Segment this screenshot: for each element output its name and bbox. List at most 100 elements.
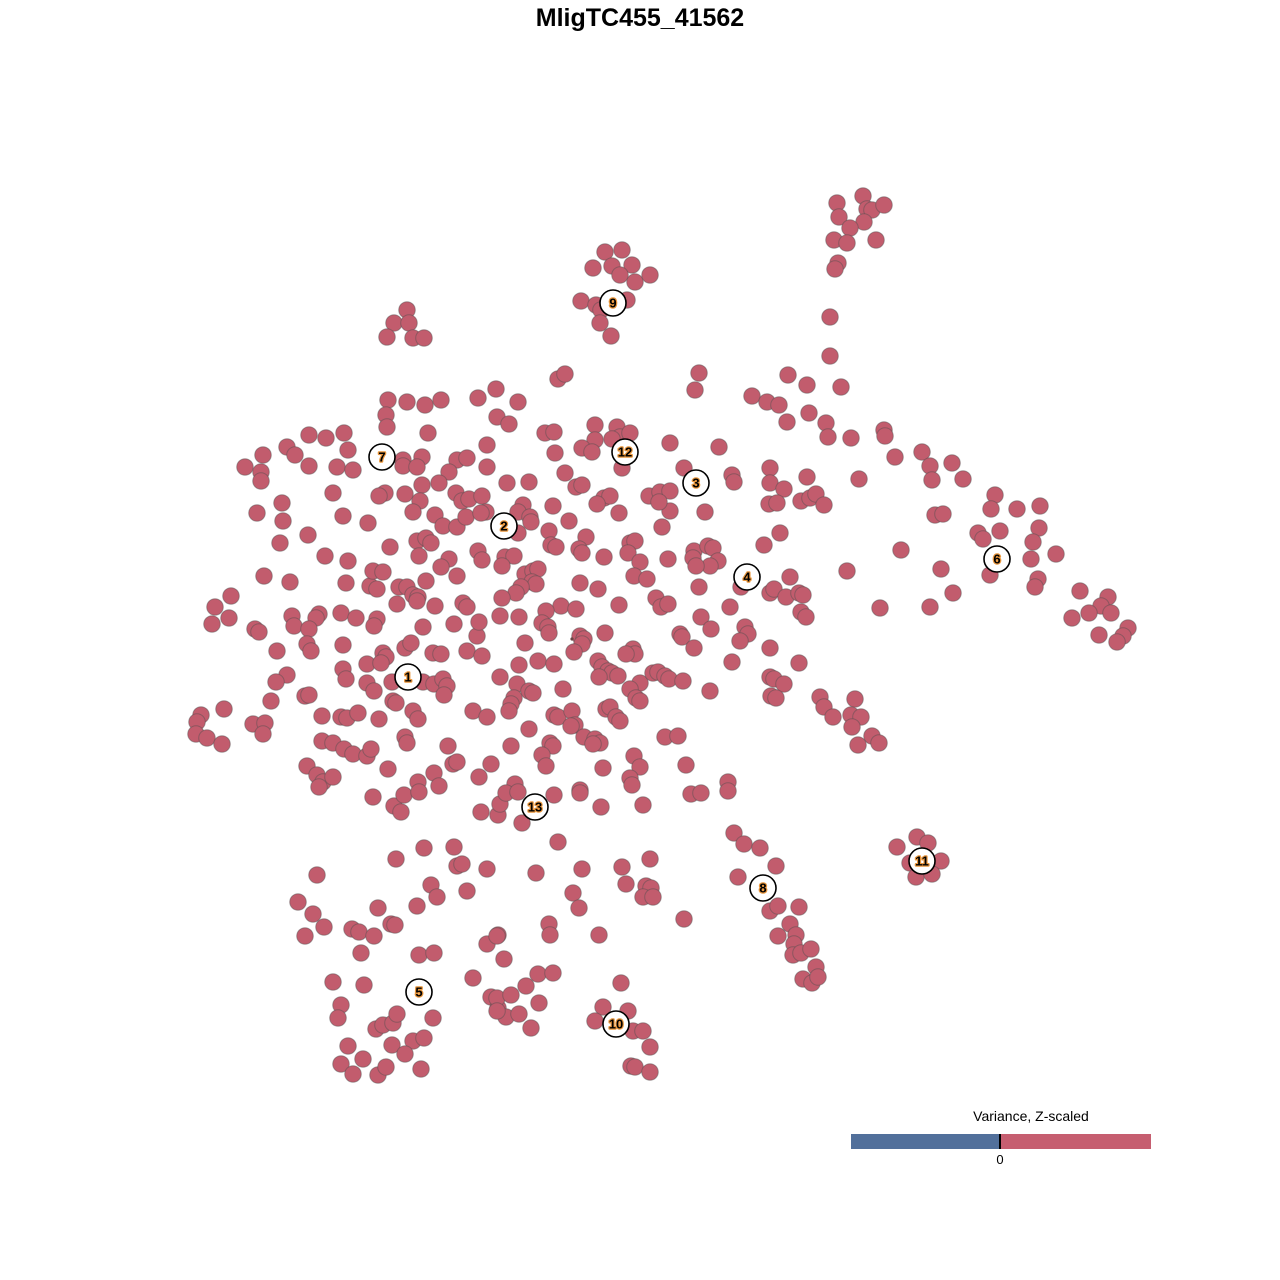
data-point	[339, 1037, 357, 1055]
data-point	[524, 684, 542, 702]
data-point	[554, 680, 572, 698]
data-point	[500, 415, 518, 433]
data-point	[502, 986, 520, 1004]
data-point	[586, 1012, 604, 1030]
data-point	[510, 608, 528, 626]
data-point	[387, 694, 405, 712]
data-point	[415, 329, 433, 347]
cluster-label-11: 11	[908, 847, 936, 875]
data-point	[589, 580, 607, 598]
data-point	[220, 609, 238, 627]
data-point	[432, 391, 450, 409]
data-point	[954, 470, 972, 488]
data-point	[617, 645, 635, 663]
data-point	[387, 850, 405, 868]
data-point	[271, 534, 289, 552]
cluster-label-text: 11	[915, 854, 929, 869]
data-point	[365, 927, 383, 945]
data-point	[798, 376, 816, 394]
data-point	[886, 448, 904, 466]
cluster-label-5: 5	[405, 978, 433, 1006]
data-point	[370, 487, 388, 505]
data-point	[252, 472, 270, 490]
data-point	[685, 639, 703, 657]
data-point	[849, 736, 867, 754]
data-point	[631, 758, 649, 776]
data-point	[347, 609, 365, 627]
cluster-label-circle	[521, 793, 549, 821]
data-point	[641, 1063, 659, 1081]
data-point	[317, 429, 335, 447]
data-point	[408, 458, 426, 476]
tiny-data-point	[570, 637, 574, 641]
data-point	[432, 645, 450, 663]
cluster-label-text: 10	[609, 1017, 623, 1032]
plot-title: MligTC455_41562	[535, 4, 745, 32]
data-point	[414, 618, 432, 636]
data-point	[571, 784, 589, 802]
data-point	[402, 634, 420, 652]
data-point	[540, 624, 558, 642]
data-point	[426, 597, 444, 615]
cluster-label-1: 1	[394, 663, 422, 691]
cluster-label-circle	[611, 438, 639, 466]
data-point	[1102, 604, 1120, 622]
data-point	[556, 365, 574, 383]
data-point	[721, 598, 739, 616]
data-point	[273, 494, 291, 512]
data-point	[334, 636, 352, 654]
data-point	[296, 927, 314, 945]
data-point	[892, 541, 910, 559]
data-point	[445, 838, 463, 856]
data-point	[650, 493, 668, 511]
data-point	[731, 632, 749, 650]
data-point	[815, 496, 833, 514]
data-point	[378, 418, 396, 436]
data-point	[641, 1038, 659, 1056]
data-point	[386, 916, 404, 934]
data-point	[472, 803, 490, 821]
data-point	[641, 266, 659, 284]
data-point	[339, 441, 357, 459]
data-point	[517, 977, 535, 995]
data-point	[634, 796, 652, 814]
data-point	[843, 718, 861, 736]
data-point	[469, 389, 487, 407]
cluster-label-text: 4	[743, 570, 751, 585]
data-point	[453, 855, 471, 873]
data-point	[617, 875, 635, 893]
data-point	[761, 639, 779, 657]
colorbar-positive-segment	[1000, 1134, 1151, 1149]
data-point	[610, 596, 628, 614]
data-point	[395, 786, 413, 804]
data-point	[537, 757, 555, 775]
legend-title: Variance, Z-scaled	[973, 1108, 1089, 1124]
data-point	[337, 574, 355, 592]
data-point	[332, 604, 350, 622]
data-point	[381, 538, 399, 556]
data-point	[339, 552, 357, 570]
data-point	[552, 597, 570, 615]
data-point	[415, 1029, 433, 1047]
cluster-label-10: 10	[602, 1010, 630, 1038]
data-point	[413, 476, 431, 494]
data-point	[838, 234, 856, 252]
data-point	[588, 495, 606, 513]
data-point	[641, 850, 659, 868]
data-point	[944, 584, 962, 602]
data-point	[304, 905, 322, 923]
cluster-label-text: 12	[618, 445, 632, 460]
data-point	[432, 558, 450, 576]
data-point	[286, 446, 304, 464]
data-point	[669, 727, 687, 745]
data-point	[267, 673, 285, 691]
data-point	[1108, 633, 1126, 651]
colorbar-negative-segment	[851, 1134, 1000, 1149]
data-point	[611, 712, 629, 730]
data-point	[802, 940, 820, 958]
data-point	[661, 502, 679, 520]
data-point	[888, 838, 906, 856]
data-point	[464, 969, 482, 987]
data-point	[619, 544, 637, 562]
data-point	[826, 260, 844, 278]
